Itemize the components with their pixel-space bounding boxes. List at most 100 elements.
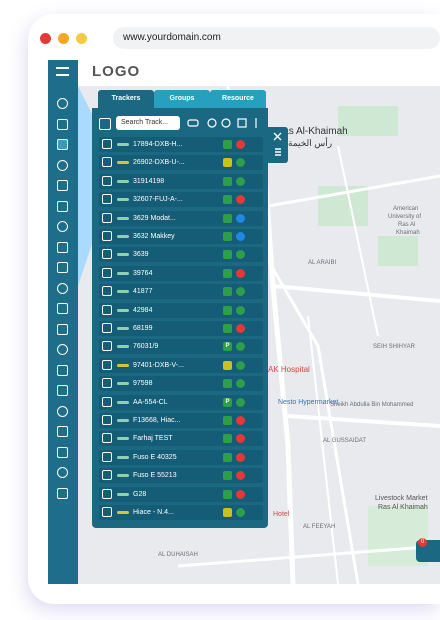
status-badge: [223, 471, 232, 481]
sidebar-icon[interactable]: [57, 344, 68, 355]
checkbox[interactable]: [102, 194, 112, 205]
tracker-row[interactable]: 76031/9 P: [99, 339, 263, 355]
checkbox[interactable]: [102, 175, 112, 186]
tracker-row[interactable]: 97401-DXB-V-...: [99, 357, 263, 373]
status-badge: [223, 324, 232, 333]
tracker-row[interactable]: 31914198: [99, 173, 263, 189]
checkbox[interactable]: [102, 212, 112, 223]
tracker-name: 3632 Makkey: [133, 233, 175, 240]
status-dot: [236, 360, 245, 370]
sidebar-icon[interactable]: [57, 323, 68, 335]
tracker-name: 42984: [133, 306, 153, 314]
sidebar-icon[interactable]: [57, 118, 68, 130]
status-dot: [236, 250, 245, 260]
tracker-row[interactable]: 41877: [99, 284, 263, 300]
tracker-name: 3639: [133, 251, 149, 259]
tracker-row[interactable]: 97598: [99, 376, 263, 392]
tracker-row[interactable]: 39764: [99, 265, 263, 281]
sidebar-icon[interactable]: [57, 159, 68, 171]
sidebar-icon[interactable]: [57, 262, 68, 273]
checkbox[interactable]: [102, 451, 112, 462]
tracker-name: 76031/9: [133, 343, 159, 351]
status-badge: [223, 287, 232, 297]
tracker-row[interactable]: 68199: [99, 321, 263, 336]
tab[interactable]: Trackers: [98, 90, 154, 108]
tracker-name: Hiace - N.4...: [133, 509, 174, 516]
tracker-row[interactable]: 3639: [99, 247, 263, 263]
tracker-row[interactable]: Hiace - N.4...: [99, 505, 263, 520]
status-badge: [223, 489, 232, 499]
vehicle-button[interactable]: 0: [416, 538, 440, 562]
checkbox[interactable]: [102, 157, 112, 168]
tracker-row[interactable]: G28: [99, 486, 263, 502]
tab[interactable]: Groups: [154, 90, 210, 108]
status-badge: [223, 434, 232, 444]
status-badge: [223, 416, 232, 425]
tracker-row[interactable]: Fuso E 40325: [99, 449, 263, 465]
sidebar-icon[interactable]: [57, 467, 68, 478]
checkbox[interactable]: [102, 396, 112, 407]
sidebar-icon[interactable]: [57, 385, 68, 396]
header: LOGO: [78, 60, 440, 86]
tracker-row[interactable]: Farhaj TEST: [99, 431, 263, 447]
vehicle-icon: [117, 474, 129, 478]
map-label: Livestock Market: [375, 495, 428, 502]
checkbox[interactable]: [102, 415, 112, 425]
checkbox[interactable]: [102, 249, 112, 260]
tracker-row[interactable]: 26902-DXB-U-...: [99, 155, 263, 171]
menu-icon[interactable]: [56, 67, 69, 76]
tracker-row[interactable]: 3632 Makkey: [99, 229, 263, 244]
sidebar-icon[interactable]: [57, 487, 68, 499]
window-dot: [40, 33, 51, 44]
checkbox[interactable]: [102, 433, 112, 444]
checkbox[interactable]: [102, 507, 112, 517]
sidebar-icon[interactable]: [57, 241, 68, 253]
sidebar-icon[interactable]: [57, 364, 68, 376]
tracker-name: G28: [133, 490, 147, 498]
checkbox[interactable]: [102, 341, 112, 352]
vehicle-icon: [117, 161, 129, 165]
sidebar-icon[interactable]: [57, 405, 68, 417]
checkbox[interactable]: [102, 267, 112, 278]
checkbox[interactable]: [102, 378, 112, 389]
tracker-row[interactable]: Fuso E 55213: [99, 468, 263, 484]
url-bar[interactable]: www.yourdomain.com: [113, 27, 440, 49]
sidebar-icon[interactable]: [57, 139, 68, 150]
checkbox[interactable]: [102, 304, 112, 315]
checkbox[interactable]: [102, 286, 112, 297]
checkbox[interactable]: [102, 470, 112, 481]
tracker-row[interactable]: 42984: [99, 302, 263, 318]
notification-count: 0: [418, 538, 427, 547]
tab[interactable]: Resource: [210, 90, 266, 108]
sidebar-icon[interactable]: [57, 282, 68, 294]
checkbox[interactable]: [102, 359, 112, 370]
sidebar-icon[interactable]: [57, 200, 68, 212]
sidebar-icon[interactable]: [57, 98, 68, 109]
tracker-name: 26902-DXB-U-...: [133, 159, 185, 167]
tracker-row[interactable]: F13668, Hiac...: [99, 413, 263, 428]
select-all[interactable]: [99, 118, 111, 130]
status-dot: [236, 176, 245, 186]
checkbox[interactable]: [102, 323, 112, 333]
search-box[interactable]: Search Track...: [116, 116, 180, 130]
sidebar-icon[interactable]: [57, 180, 68, 191]
tracker-row[interactable]: 3629 Modat...: [99, 210, 263, 226]
tracker-row[interactable]: 32607-FUJ-A-...: [99, 192, 263, 208]
checkbox[interactable]: [102, 139, 112, 149]
status-badge: [223, 140, 232, 149]
map-label: Ras Al-Khaimah: [276, 126, 348, 137]
vehicle-icon: [117, 419, 129, 422]
status-badge: P: [223, 397, 232, 407]
status-dot: [236, 195, 245, 205]
vehicle-icon: [117, 216, 129, 220]
map-label: Ras Al Khaimah: [378, 504, 428, 511]
checkbox[interactable]: [102, 488, 112, 499]
panel-controls: [268, 127, 288, 163]
tracker-row[interactable]: AA-554-CL P: [99, 394, 263, 410]
checkbox[interactable]: [102, 231, 112, 241]
sidebar-icon[interactable]: [57, 446, 68, 458]
sidebar-icon[interactable]: [57, 303, 68, 314]
sidebar-icon[interactable]: [57, 426, 68, 437]
tracker-row[interactable]: 17894-DXB-H...: [99, 137, 263, 152]
sidebar-icon[interactable]: [57, 221, 68, 232]
